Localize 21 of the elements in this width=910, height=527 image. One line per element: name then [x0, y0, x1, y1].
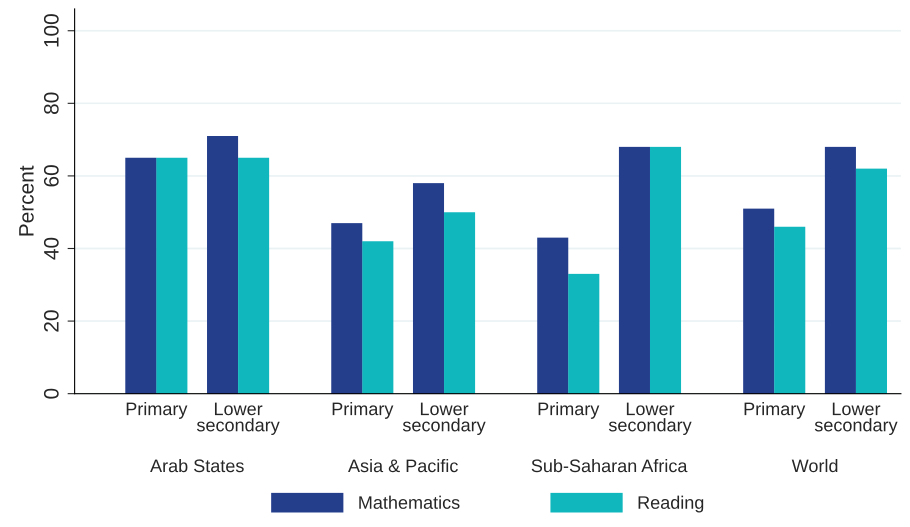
y-tick-label: 80 — [44, 92, 59, 114]
y-tick-label: 60 — [44, 165, 59, 186]
x-tick-label: Lower secondary — [402, 402, 486, 436]
y-tick-label: 20 — [44, 310, 59, 332]
legend-label: Mathematics — [359, 496, 460, 509]
text: Arab States — [150, 458, 244, 472]
y-tick-label: 0 — [44, 388, 59, 399]
x-tick-label: Primary — [332, 402, 394, 419]
x-tick-label: Lower secondary — [608, 402, 692, 436]
y-tick-label: 40 — [44, 238, 59, 260]
x-tick-label: Lower secondary — [814, 402, 898, 436]
x-tick-label: Primary — [538, 402, 600, 419]
x-tick-label: Primary — [744, 402, 806, 419]
text: Asia & Pacific — [348, 458, 458, 472]
x-tick-label: Primary — [126, 402, 188, 419]
text: Sub-Saharan Africa — [532, 458, 688, 472]
x-tick-label: Lower secondary — [196, 402, 280, 436]
y-axis-title: Percent — [19, 166, 34, 236]
y-tick-label: 100 — [44, 14, 59, 47]
legend-label: Reading — [638, 496, 704, 513]
text: World — [792, 458, 838, 472]
